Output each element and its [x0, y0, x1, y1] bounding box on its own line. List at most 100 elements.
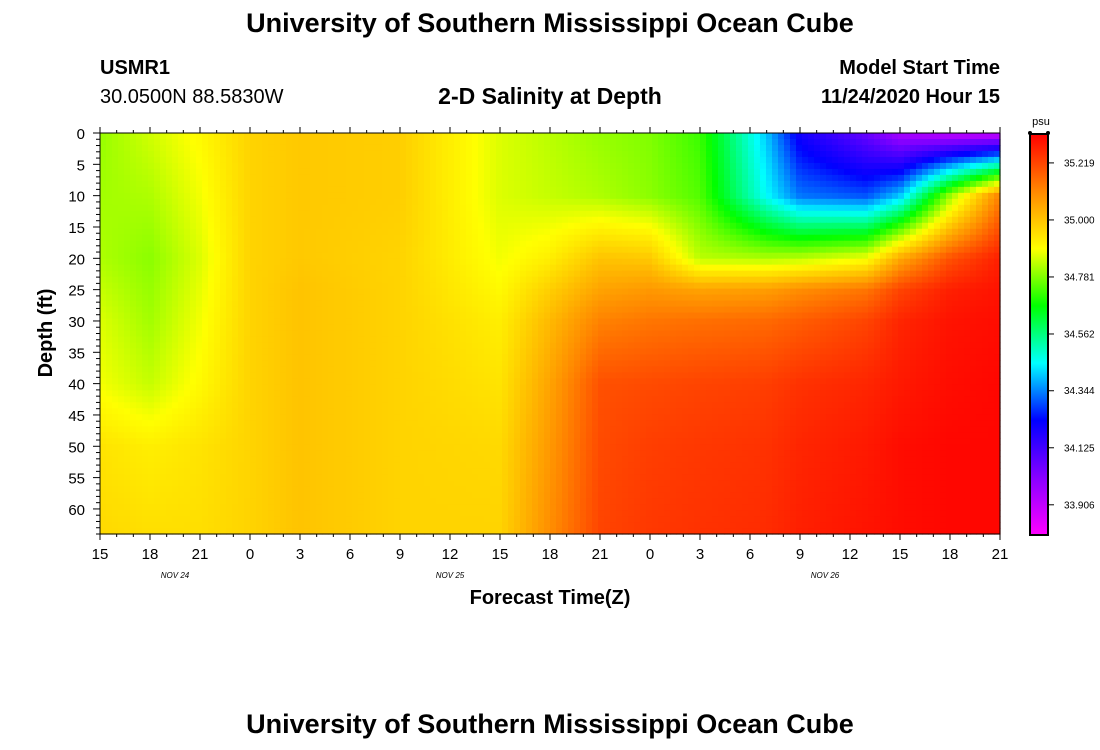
heatmap-cell — [856, 150, 863, 158]
heatmap-cell — [292, 133, 299, 140]
heatmap-cell — [424, 150, 431, 158]
heatmap-cell — [826, 186, 833, 194]
heatmap-cell — [118, 204, 125, 212]
heatmap-cell — [652, 144, 659, 152]
heatmap-cell — [286, 180, 293, 188]
heatmap-cell — [868, 174, 875, 182]
heatmap-cell — [814, 246, 821, 254]
heatmap-cell — [862, 216, 869, 224]
heatmap-cell — [334, 133, 341, 140]
heatmap-cell — [346, 186, 353, 194]
heatmap-cell — [436, 174, 443, 182]
heatmap-cell — [166, 150, 173, 158]
heatmap-cell — [424, 246, 431, 254]
heatmap-cell — [256, 300, 263, 308]
heatmap-cell — [130, 138, 137, 146]
heatmap-cell — [604, 210, 611, 218]
heatmap-cell — [334, 216, 341, 224]
heatmap-cell — [682, 234, 689, 242]
heatmap-cell — [742, 282, 749, 290]
heatmap-cell — [622, 234, 629, 242]
heatmap-cell — [124, 210, 131, 218]
heatmap-cell — [424, 294, 431, 302]
heatmap-cell — [574, 210, 581, 218]
heatmap-cell — [268, 234, 275, 242]
heatmap-cell — [184, 210, 191, 218]
heatmap-cell — [214, 192, 221, 200]
heatmap-cell — [532, 276, 539, 284]
heatmap-cell — [430, 138, 437, 146]
heatmap-cell — [904, 133, 911, 140]
heatmap-cell — [130, 156, 137, 164]
heatmap-cell — [286, 204, 293, 212]
heatmap-cell — [982, 168, 989, 176]
heatmap-cell — [508, 270, 515, 278]
heatmap-cell — [592, 288, 599, 296]
heatmap-cell — [196, 186, 203, 194]
heatmap-cell — [382, 252, 389, 260]
heatmap-cell — [244, 180, 251, 188]
heatmap-cell — [364, 216, 371, 224]
heatmap-cell — [544, 192, 551, 200]
heatmap-cell — [226, 156, 233, 164]
heatmap-cell — [850, 240, 857, 248]
heatmap-cell — [562, 180, 569, 188]
heatmap-cell — [214, 270, 221, 278]
heatmap-cell — [232, 133, 239, 140]
heatmap-cell — [880, 222, 887, 230]
heatmap-cell — [244, 138, 251, 146]
heatmap-cell — [370, 174, 377, 182]
heatmap-cell — [124, 288, 131, 296]
heatmap-cell — [958, 312, 965, 320]
heatmap-cell — [250, 180, 257, 188]
heatmap-cell — [556, 192, 563, 200]
heatmap-cell — [430, 210, 437, 218]
heatmap-cell — [688, 180, 695, 188]
heatmap-cell — [532, 216, 539, 224]
heatmap-cell — [784, 144, 791, 152]
heatmap-cell — [436, 228, 443, 236]
heatmap-cell — [922, 282, 929, 290]
heatmap-cell — [886, 312, 893, 320]
heatmap-cell — [118, 294, 125, 302]
heatmap-cell — [682, 198, 689, 206]
heatmap-cell — [322, 162, 329, 170]
heatmap-cell — [418, 174, 425, 182]
heatmap-cell — [496, 246, 503, 254]
model-start-value: 11/24/2020 Hour 15 — [820, 86, 1000, 108]
heatmap-cell — [880, 252, 887, 260]
heatmap-cell — [334, 198, 341, 206]
heatmap-cell — [454, 234, 461, 242]
heatmap-cell — [346, 264, 353, 272]
heatmap-cell — [520, 324, 527, 332]
heatmap-cell — [334, 282, 341, 290]
heatmap-cell — [598, 198, 605, 206]
heatmap-cell — [208, 276, 215, 284]
heatmap-cell — [532, 192, 539, 200]
heatmap-cell — [862, 180, 869, 188]
heatmap-cell — [718, 150, 725, 158]
heatmap-cell — [616, 276, 623, 284]
heatmap-cell — [124, 246, 131, 254]
heatmap-cell — [358, 294, 365, 302]
heatmap-cell — [256, 216, 263, 224]
heatmap-cell — [430, 180, 437, 188]
heatmap-cell — [634, 168, 641, 176]
heatmap-cell — [940, 300, 947, 308]
heatmap-cell — [274, 186, 281, 194]
heatmap-cell — [268, 300, 275, 308]
heatmap-cell — [112, 252, 119, 260]
heatmap-cell — [370, 138, 377, 146]
heatmap-cell — [982, 138, 989, 146]
heatmap-cell — [670, 168, 677, 176]
heatmap-cell — [940, 258, 947, 266]
heatmap-cell — [826, 288, 833, 296]
heatmap-cell — [328, 133, 335, 140]
heatmap-cell — [922, 174, 929, 182]
heatmap-cell — [694, 210, 701, 218]
heatmap-cell — [574, 282, 581, 290]
heatmap-cell — [676, 276, 683, 284]
heatmap-cell — [202, 252, 209, 260]
heatmap-cell — [778, 246, 785, 254]
heatmap-cell — [946, 270, 953, 278]
